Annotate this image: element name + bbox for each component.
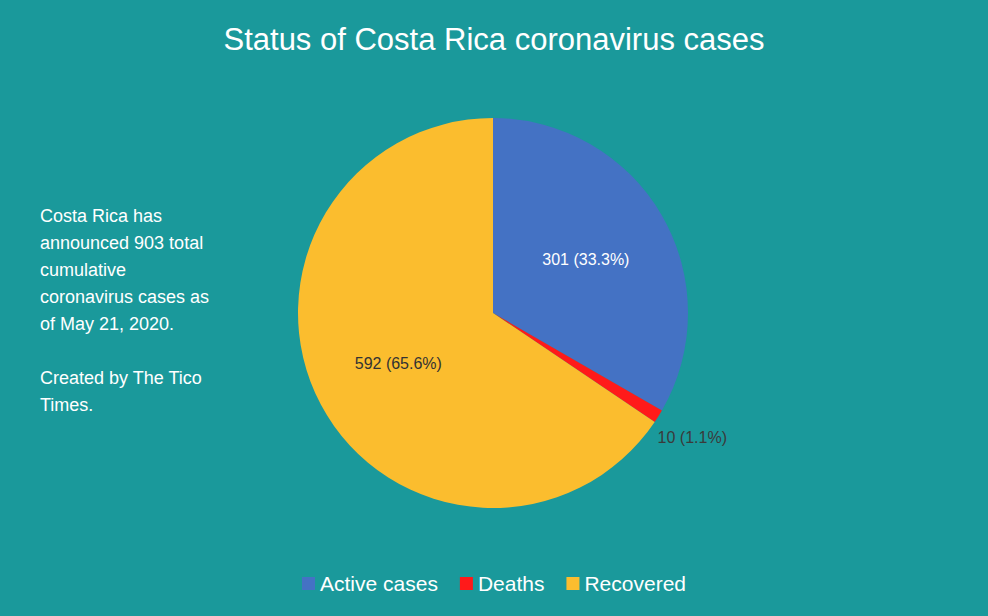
slice [298, 118, 655, 508]
data-label: 301 (33.3%) [542, 251, 629, 268]
legend: Active cases Deaths Recovered [302, 572, 686, 595]
annotation: Costa Rica hasannounced 903 totalcumulat… [40, 206, 209, 334]
legend-label: Deaths [478, 572, 545, 595]
pie: 301 (33.3%) 10 (1.1%) 592 (65.6%) [298, 118, 727, 508]
data-label: 592 (65.6%) [355, 355, 442, 372]
legend-item: Active cases [302, 572, 438, 595]
legend-label: Active cases [320, 572, 438, 595]
legend-swatch [566, 577, 579, 590]
legend-swatch [302, 577, 315, 590]
data-label: 10 (1.1%) [658, 429, 727, 446]
annotation: Created by The TicoTimes. [40, 368, 202, 415]
legend-item: Deaths [460, 572, 545, 595]
legend-item: Recovered [566, 572, 686, 595]
legend-label: Recovered [584, 572, 686, 595]
title: Status of Costa Rica coronavirus cases [223, 22, 764, 57]
legend-swatch [460, 577, 473, 590]
background [0, 0, 988, 616]
chart: Status of Costa Rica coronavirus cases Co… [0, 0, 988, 616]
